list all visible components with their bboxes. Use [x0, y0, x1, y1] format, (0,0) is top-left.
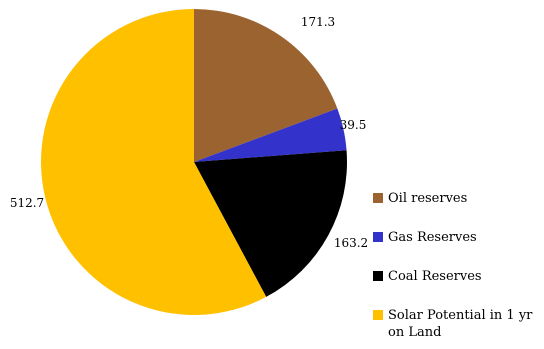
legend-label: Coal Reserves — [388, 269, 482, 284]
pie-value-label: 39.5 — [340, 118, 367, 132]
pie-slice-coal-reserves — [194, 150, 348, 297]
legend-swatch — [373, 310, 383, 320]
legend-item: Coal Reserves — [373, 269, 482, 284]
pie-slice-oil-reserves — [194, 9, 338, 162]
pie-value-labels: 171.3 39.5 163.2 512.7 — [10, 15, 368, 250]
legend-label: Gas Reserves — [388, 230, 477, 245]
legend-swatch — [373, 271, 383, 281]
legend-swatch — [373, 193, 383, 203]
legend-label: on Land — [388, 325, 441, 340]
legend-label: Oil reserves — [388, 191, 467, 206]
legend-swatch — [373, 232, 383, 242]
pie-value-label: 512.7 — [10, 196, 44, 210]
legend: Oil reserves Gas Reserves Coal Reserves Sol… — [373, 191, 533, 340]
legend-item: Solar Potential in 1 yr on Land — [373, 308, 533, 340]
legend-label: Solar Potential in 1 yr — [388, 308, 533, 323]
legend-item: Gas Reserves — [373, 230, 477, 245]
legend-item: Oil reserves — [373, 191, 467, 206]
pie-value-label: 171.3 — [301, 15, 335, 29]
pie-slices — [40, 9, 348, 315]
pie-slice-gas-reserves — [194, 108, 347, 162]
pie-value-label: 163.2 — [334, 236, 368, 250]
pie-slice-solar-potential-in-1-yr-on-land — [40, 9, 267, 315]
